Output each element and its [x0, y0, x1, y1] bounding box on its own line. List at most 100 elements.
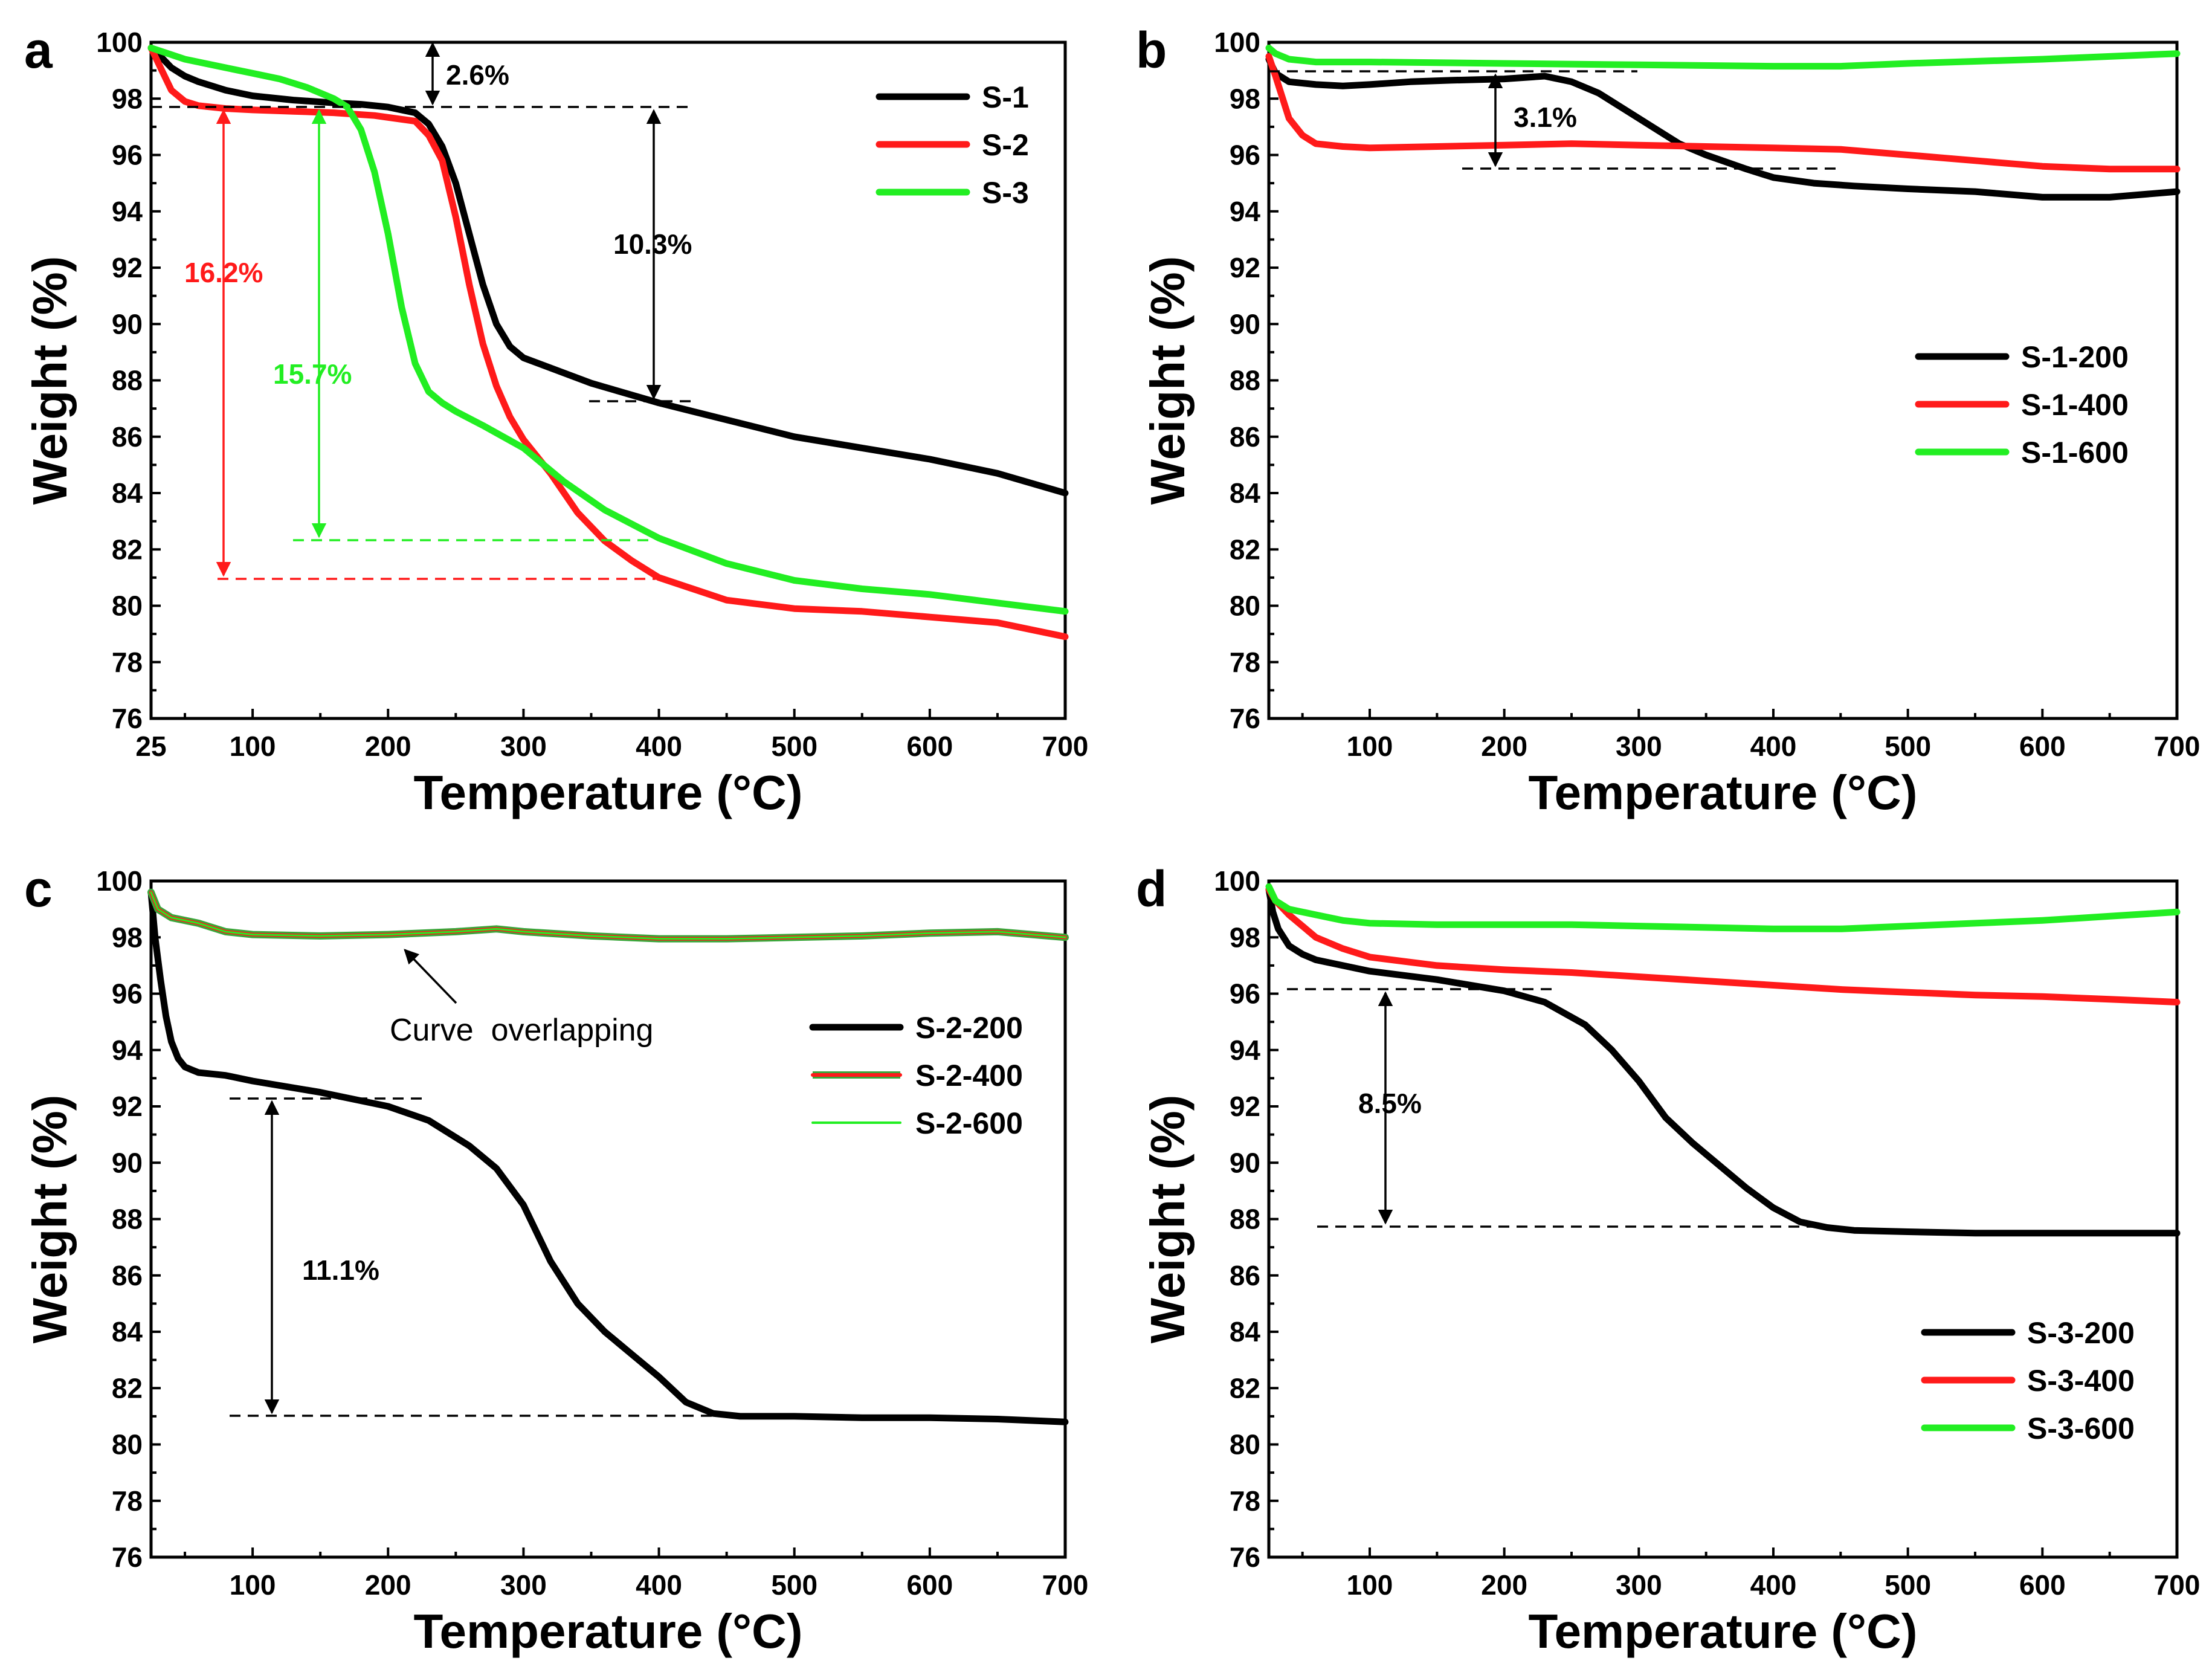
- y-tick-label: 76: [1230, 703, 1260, 734]
- legend-label: S-2-400: [915, 1059, 1023, 1092]
- y-tick-label: 90: [112, 1147, 143, 1178]
- legend-label: S-2-200: [915, 1011, 1023, 1045]
- panel-a: a 76 78 80 82 84 86 88 90 92 94 96 98 100 25 100 200 300…: [23, 22, 1088, 819]
- legend: S-1 S-2 S-3: [875, 80, 1029, 210]
- y-tick-label: 98: [112, 921, 143, 953]
- y-tick-label: 80: [112, 1429, 143, 1460]
- legend-entry-s-1-600: S-1-600: [1915, 436, 2129, 470]
- series-line-s-1-400: [1265, 53, 2181, 173]
- series-line-s-1: [147, 44, 1069, 497]
- y-tick-label: 82: [1230, 1372, 1260, 1404]
- legend-label: S-3-200: [2027, 1316, 2135, 1350]
- y-tick-label: 92: [1230, 252, 1260, 283]
- y-tick-label: 94: [1230, 196, 1261, 227]
- y-tick-label: 94: [112, 196, 143, 227]
- y-tick-label: 80: [1230, 590, 1260, 622]
- y-tick-label: 82: [112, 1372, 143, 1404]
- panel-b: b 76 78 80 82 84 86 88 90 92 94 96 98 100 100 200 300 40…: [1136, 22, 2200, 819]
- annotation-8-5: 8.5%: [1358, 1088, 1422, 1119]
- y-tick-label: 80: [112, 590, 143, 622]
- legend-entry-s-2: S-2: [875, 128, 1029, 162]
- x-tick-label: 25: [135, 731, 166, 762]
- series-group: [147, 888, 1069, 1425]
- annotation-11-1: 11.1%: [302, 1254, 379, 1286]
- y-tick-label: 100: [96, 865, 143, 897]
- axes-group: 76 78 80 82 84 86 88 90 92 94 96 98 100 100 200 300 400 5…: [23, 865, 1088, 1658]
- y-tick-label: 96: [1230, 140, 1260, 171]
- x-tick-label: 100: [230, 731, 276, 762]
- legend: S-3-200 S-3-400 S-3-600: [1921, 1316, 2135, 1445]
- x-tick-label: 300: [1616, 1569, 1662, 1601]
- axes-group: 76 78 80 82 84 86 88 90 92 94 96 98 100 100 200 300 400 5…: [1141, 865, 2200, 1658]
- y-tick-label: 90: [1230, 308, 1260, 340]
- x-tick-label: 300: [500, 731, 547, 762]
- y-tick-label: 96: [112, 140, 143, 171]
- y-axis-title: Weight (%): [1141, 1095, 1195, 1344]
- axes-group: 76 78 80 82 84 86 88 90 92 94 96 98 100 100 200 300 400 5…: [1141, 27, 2200, 819]
- panel-letter: c: [24, 860, 53, 917]
- y-tick-label: 76: [1230, 1541, 1260, 1573]
- x-tick-label: 200: [365, 731, 411, 762]
- x-tick-label: 500: [771, 1569, 817, 1601]
- series-group: [1265, 44, 2181, 201]
- y-tick-label: 88: [1230, 1204, 1260, 1235]
- y-tick-label: 84: [1230, 1316, 1261, 1347]
- x-tick-label: 700: [2154, 1569, 2201, 1601]
- x-tick-label: 600: [2019, 1569, 2066, 1601]
- y-tick-label: 84: [112, 1316, 143, 1347]
- y-tick-label: 78: [1230, 647, 1260, 678]
- y-tick-label: 78: [112, 1485, 143, 1517]
- y-tick-label: 88: [112, 1204, 143, 1235]
- y-tick-label: 76: [112, 703, 143, 734]
- overlap-arrow: [404, 949, 457, 1004]
- y-tick-label: 86: [1230, 1260, 1260, 1291]
- legend-entry-s-3: S-3: [875, 176, 1029, 210]
- axes-group: 76 78 80 82 84 86 88 90 92 94 96 98 100 25 100 200 300 40…: [23, 27, 1088, 819]
- x-tick-label: 500: [771, 731, 817, 762]
- y-tick-label: 86: [112, 421, 143, 453]
- y-tick-label: 80: [1230, 1429, 1260, 1460]
- y-tick-label: 84: [1230, 477, 1261, 509]
- y-tick-label: 82: [1230, 534, 1260, 565]
- x-tick-label: 400: [636, 731, 682, 762]
- x-tick-label: 200: [1481, 731, 1527, 762]
- series-line-s-2-600: [150, 891, 1066, 940]
- y-tick-label: 96: [1230, 978, 1260, 1010]
- series-line-s-3-600: [1265, 883, 2181, 932]
- y-tick-label: 98: [1230, 83, 1260, 114]
- x-axis-title: Temperature (°C): [1529, 766, 1918, 819]
- legend-entry-s-2-600: S-2-600: [811, 1106, 1023, 1140]
- annotations-group: 11.1% Curve overlapping: [230, 949, 731, 1417]
- x-tick-label: 400: [636, 1569, 682, 1601]
- panel-d: d 76 78 80 82 84 86 88 90 92 94 96 98 100 100 200 300 40…: [1136, 860, 2200, 1658]
- series-group: [1265, 883, 2181, 1237]
- annotation-15-7: 15.7%: [273, 358, 352, 390]
- panel-letter: a: [24, 22, 53, 79]
- x-axis-title: Temperature (°C): [414, 1604, 803, 1658]
- y-axis-title: Weight (%): [23, 256, 77, 505]
- y-tick-label: 100: [96, 27, 143, 58]
- legend-entry-s-3-200: S-3-200: [1921, 1316, 2135, 1350]
- x-tick-label: 200: [365, 1569, 411, 1601]
- y-tick-label: 98: [1230, 921, 1260, 953]
- series-line-s-1-600: [1265, 44, 2181, 70]
- y-tick-label: 92: [112, 1091, 143, 1122]
- x-tick-label: 700: [1042, 1569, 1089, 1601]
- x-tick-label: 300: [500, 1569, 547, 1601]
- annotation-10-3: 10.3%: [613, 228, 692, 260]
- panel-letter: d: [1136, 860, 1167, 917]
- legend-entry-s-1-400: S-1-400: [1915, 388, 2129, 422]
- y-tick-label: 92: [1230, 1091, 1260, 1122]
- x-tick-label: 500: [1885, 731, 1931, 762]
- y-tick-label: 100: [1214, 27, 1260, 58]
- annotations-group: 8.5%: [1287, 988, 1840, 1228]
- y-tick-label: 94: [1230, 1034, 1261, 1066]
- legend-entry-s-2-200: S-2-200: [809, 1011, 1023, 1045]
- y-tick-label: 84: [112, 477, 143, 509]
- x-tick-label: 100: [1347, 731, 1393, 762]
- legend: S-2-200 S-2-400 S-2-600: [809, 1011, 1023, 1140]
- y-tick-label: 90: [112, 308, 143, 340]
- x-tick-label: 600: [906, 731, 953, 762]
- x-tick-label: 200: [1481, 1569, 1527, 1601]
- y-tick-label: 90: [1230, 1147, 1260, 1178]
